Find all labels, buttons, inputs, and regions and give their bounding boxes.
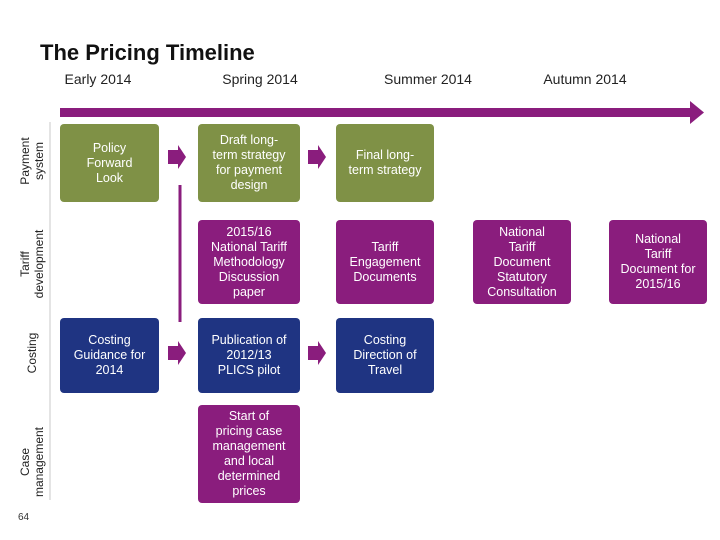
arrow-icon [168,145,186,169]
season-autumn-2014: Autumn 2014 [543,71,627,87]
box-national-tariff-statutory-consultation: National Tariff Document Statutory Consultat… [473,220,571,304]
box-final-long-term-strategy: Final long-term strategy [336,124,434,202]
row-label-payment-system: Payment system [18,137,46,185]
season-spring-2014: Spring 2014 [222,71,298,87]
arrow-icon [308,341,326,365]
box-tariff-engagement-documents: Tariff Engagement Documents [336,220,434,304]
season-early-2014: Early 2014 [64,71,132,87]
row-label-case-management: Case management [18,426,46,498]
box-plics-pilot: Publication of 2012/13 PLICS pilot [198,318,300,393]
season-summer-2014: Summer 2014 [384,71,472,87]
page-title: The Pricing Timeline [40,40,255,65]
box-national-tariff-document-2015-16: National Tariff Document for 2015/16 [609,220,707,304]
box-pricing-case-management: Start of pricing case management and local d… [198,405,300,503]
box-draft-long-term-strategy: Draft long-term strategy for payment desig… [198,124,300,202]
row-label-costing: Costing [25,332,39,374]
box-national-tariff-methodology-discussion: 2015/16 National Tariff Methodology Discuss… [198,220,300,304]
timeline-arrow-shaft [60,108,693,117]
page-number: 64 [18,512,30,523]
timeline-arrow-head [690,101,704,124]
box-costing-direction-of-travel: Costing Direction of Travel [336,318,434,393]
arrow-icon [168,341,186,365]
row-label-tariff-development: Tariff development [18,229,46,299]
box-costing-guidance-2014: Costing Guidance for 2014 [60,318,159,393]
box-policy-forward-look: Policy Forward Look [60,124,159,202]
arrow-icon [308,145,326,169]
